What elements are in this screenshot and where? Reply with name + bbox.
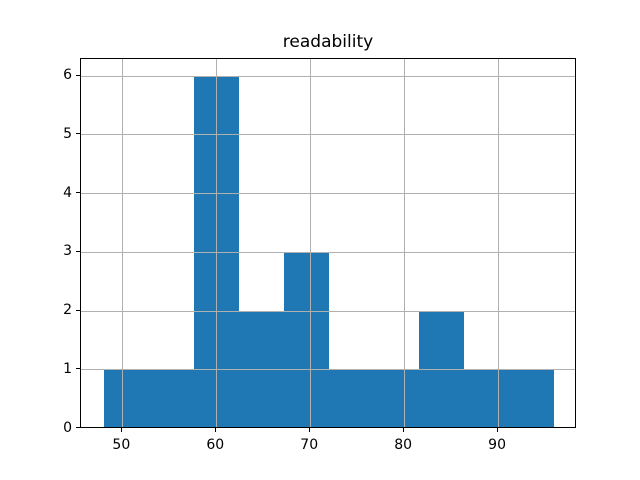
- y-tick-label: 3: [63, 243, 72, 260]
- x-tick-label: 70: [300, 436, 319, 453]
- x-tick-mark: [308, 427, 310, 432]
- y-tick-label: 6: [63, 67, 72, 84]
- y-gridline: [81, 193, 575, 195]
- y-tick-label: 0: [63, 419, 72, 436]
- x-tick-label: 90: [488, 436, 506, 453]
- y-tick-mark: [76, 427, 80, 428]
- y-gridline: [81, 134, 575, 136]
- grid-layer: [81, 58, 575, 427]
- x-tick-label: 60: [206, 436, 225, 453]
- y-tick-mark: [76, 192, 80, 194]
- y-tick-label: 2: [63, 302, 72, 319]
- x-gridline: [121, 58, 123, 427]
- y-tick-mark: [76, 309, 80, 311]
- x-tick-mark: [496, 427, 498, 432]
- x-gridline: [497, 58, 499, 427]
- plot-area: [80, 57, 576, 428]
- histogram-bar: [374, 369, 420, 427]
- y-tick-mark: [76, 133, 80, 135]
- x-tick-mark: [402, 427, 404, 432]
- y-tick-label: 1: [63, 360, 72, 377]
- chart-title: readability: [282, 32, 374, 52]
- y-gridline: [81, 310, 575, 312]
- histogram-bar: [329, 369, 375, 427]
- y-tick-label: 5: [63, 125, 72, 142]
- x-gridline: [309, 58, 311, 427]
- x-tick-label: 50: [112, 436, 131, 453]
- x-tick-mark: [214, 427, 216, 432]
- y-gridline: [81, 251, 575, 253]
- y-tick-mark: [76, 368, 80, 370]
- y-tick-label: 4: [63, 184, 72, 201]
- x-gridline: [215, 58, 217, 427]
- y-gridline: [81, 75, 575, 77]
- histogram-bar: [419, 311, 465, 427]
- x-tick-mark: [120, 427, 122, 432]
- histogram-bar: [148, 369, 194, 427]
- x-tick-label: 80: [394, 436, 413, 453]
- histogram-bar: [464, 369, 510, 427]
- x-gridline: [403, 58, 405, 427]
- y-tick-mark: [76, 250, 80, 252]
- histogram-bar: [283, 252, 329, 427]
- y-gridline: [81, 369, 575, 371]
- histogram-bar: [103, 369, 149, 427]
- histogram-bar: [509, 369, 555, 427]
- y-tick-mark: [76, 74, 80, 76]
- histogram-bar: [238, 311, 284, 427]
